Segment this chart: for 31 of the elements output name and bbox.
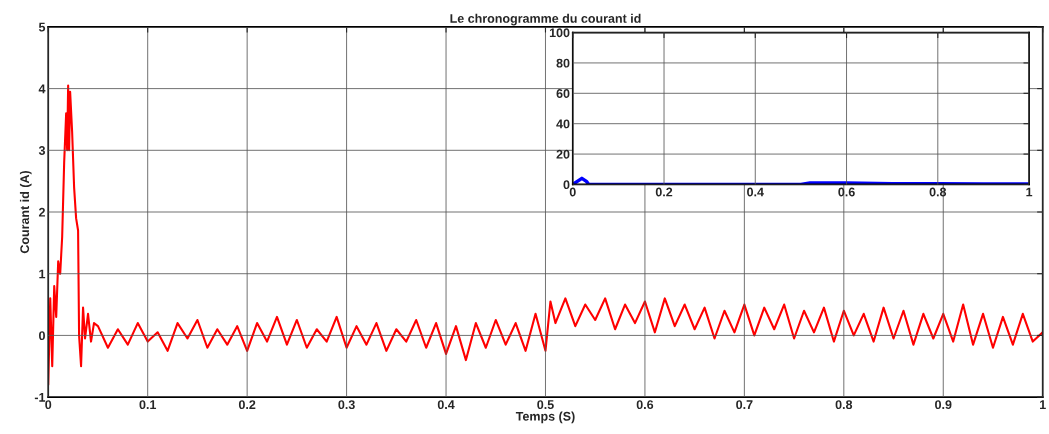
x-tick-label: 0.3 bbox=[338, 400, 355, 410]
x-tick-label: 0.6 bbox=[636, 400, 654, 410]
y-tick-label: 0 bbox=[563, 180, 570, 190]
y-tick-label: 40 bbox=[556, 119, 570, 129]
y-tick-label: -1 bbox=[34, 393, 46, 402]
x-tick-label: 0.4 bbox=[437, 400, 455, 410]
x-tick-label: 0.8 bbox=[835, 400, 853, 410]
x-axis-title: Temps (S) bbox=[515, 411, 575, 424]
y-axis-title: Courant id (A) bbox=[19, 170, 32, 254]
chart-title: Le chronogramme du courant id bbox=[450, 13, 641, 26]
y-tick-label: 4 bbox=[38, 84, 46, 94]
x-tick-label: 0.4 bbox=[747, 187, 764, 197]
x-tick-label: 1 bbox=[1026, 187, 1033, 197]
x-tick-label: 0.5 bbox=[537, 400, 554, 410]
x-tick-label: 0.8 bbox=[929, 187, 947, 197]
y-tick-label: 80 bbox=[556, 58, 570, 68]
y-tick-label: 1 bbox=[39, 269, 46, 279]
y-tick-label: 5 bbox=[38, 22, 46, 32]
y-tick-label: 0 bbox=[39, 331, 45, 341]
x-tick-label: 0.6 bbox=[838, 187, 855, 197]
y-tick-label: 20 bbox=[556, 149, 570, 159]
y-tick-label: 60 bbox=[556, 89, 570, 98]
y-tick-label: 3 bbox=[38, 146, 46, 155]
x-tick-label: 1 bbox=[1040, 400, 1046, 409]
y-tick-label: 100 bbox=[549, 28, 570, 38]
y-tick-label: 2 bbox=[38, 207, 45, 217]
x-tick-label: 0.2 bbox=[238, 400, 256, 410]
x-tick-label: 0.7 bbox=[736, 400, 753, 410]
x-tick-label: 0.9 bbox=[935, 400, 952, 410]
x-tick-label: 0.2 bbox=[655, 187, 673, 197]
x-tick-label: 0.1 bbox=[139, 400, 157, 410]
